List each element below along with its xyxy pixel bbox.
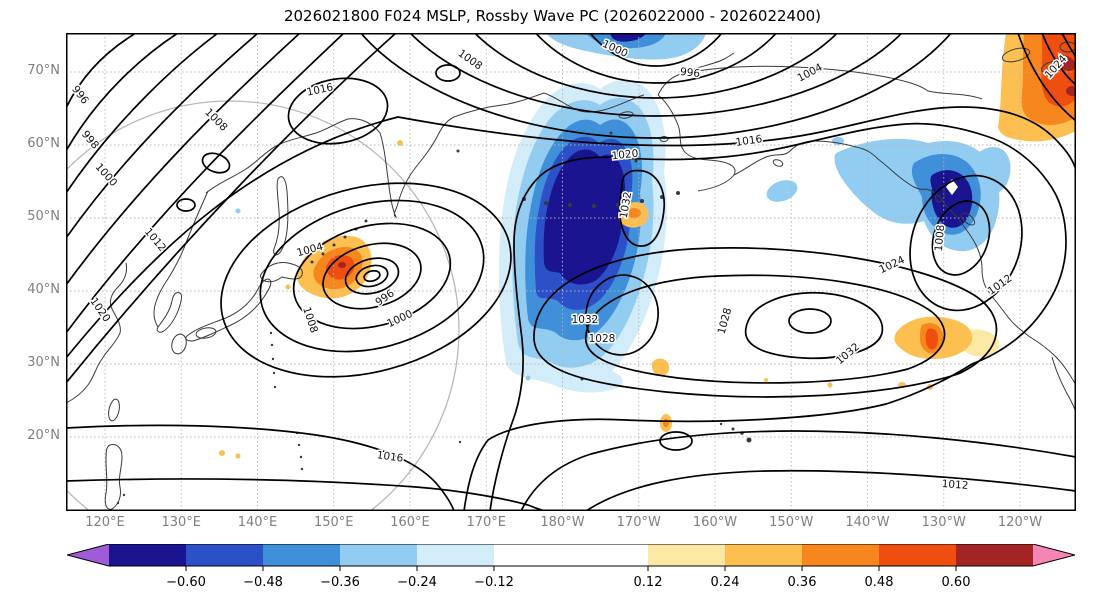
y-tick-label: 70°N bbox=[27, 63, 60, 78]
colorbar-tick-label: −0.12 bbox=[474, 575, 514, 590]
x-tick-label: 180°W bbox=[540, 515, 585, 530]
contour-label: 998 bbox=[79, 128, 101, 151]
x-tick-label: 160°W bbox=[692, 515, 738, 530]
x-tick-label: 120°E bbox=[85, 515, 125, 530]
colorbar-segment bbox=[956, 544, 1033, 566]
colorbar-segment bbox=[494, 544, 648, 566]
colorbar-segment bbox=[340, 544, 417, 566]
contour-label: 1016 bbox=[735, 133, 763, 149]
contour-label: 1008 bbox=[300, 305, 320, 334]
contour-label: 1020 bbox=[87, 296, 112, 325]
contour-label: 1028 bbox=[716, 307, 735, 336]
plot-border bbox=[66, 33, 1076, 511]
y-tick-label: 50°N bbox=[27, 209, 60, 224]
colorbar-segment bbox=[648, 544, 725, 566]
colorbar-arrow bbox=[1033, 544, 1075, 566]
y-tick-label: 30°N bbox=[27, 355, 60, 370]
y-tick-label: 20°N bbox=[27, 428, 60, 443]
colorbar-tick-label: 0.48 bbox=[864, 575, 894, 590]
colorbar-tick-label: 0.36 bbox=[787, 575, 817, 590]
colorbar-tick-label: −0.36 bbox=[320, 575, 360, 590]
contour-label: 1028 bbox=[589, 333, 616, 345]
mslp-contours-layer bbox=[66, 33, 1076, 511]
y-tick-label: 60°N bbox=[27, 136, 60, 151]
x-tick-label: 140°E bbox=[237, 515, 278, 530]
x-tick-label: 170°E bbox=[466, 515, 507, 530]
contour-label: 1032 bbox=[572, 314, 599, 326]
colorbar-segment bbox=[725, 544, 802, 566]
colorbar-segment bbox=[802, 544, 879, 566]
graticule bbox=[66, 33, 1076, 511]
contour-label: 1008 bbox=[933, 224, 947, 252]
colorbar-tick-label: 0.12 bbox=[633, 575, 663, 590]
colorbar-tick-label: 0.24 bbox=[710, 575, 740, 590]
contour-label: 1016 bbox=[306, 81, 335, 98]
colorbar-tick-label: −0.60 bbox=[166, 575, 206, 590]
contour-label: 1012 bbox=[142, 226, 168, 254]
contour-label: 996 bbox=[373, 287, 397, 309]
colorbar-outline bbox=[67, 544, 1075, 567]
colorbar-tick-label: −0.48 bbox=[243, 575, 283, 590]
colorbar-segment bbox=[186, 544, 263, 566]
colorbar-segment bbox=[263, 544, 340, 566]
contour-label: 1004 bbox=[795, 61, 825, 84]
contour-label: 1012 bbox=[941, 478, 969, 492]
chart-title: 2026021800 F024 MSLP, Rossby Wave PC (20… bbox=[283, 7, 822, 25]
range-circle bbox=[66, 100, 460, 511]
contour-label: 996 bbox=[679, 66, 701, 80]
contour-label: 1032 bbox=[834, 341, 862, 367]
colorbar-segment bbox=[417, 544, 494, 566]
x-tick-label: 130°W bbox=[921, 515, 966, 530]
contour-label: 1012 bbox=[986, 272, 1015, 297]
x-tick-label: 170°W bbox=[616, 515, 661, 530]
x-tick-label: 130°E bbox=[161, 515, 202, 530]
y-tick-label: 40°N bbox=[27, 282, 60, 297]
colorbar-segment bbox=[879, 544, 956, 566]
x-tick-label: 150°E bbox=[313, 515, 354, 530]
contour-label: 1000 bbox=[385, 308, 414, 330]
contour-label: 1008 bbox=[456, 47, 485, 72]
colorbar-tick-label: 0.60 bbox=[941, 575, 971, 590]
contour-label: 1008 bbox=[202, 106, 229, 133]
x-tick-label: 160°E bbox=[390, 515, 430, 530]
x-tick-label: 150°W bbox=[769, 515, 814, 530]
contour-label: 1016 bbox=[376, 449, 404, 465]
map-plot: 9969981000100810121020101610049961000100… bbox=[66, 33, 1076, 511]
contour-label: 1024 bbox=[877, 254, 907, 276]
colorbar-arrow bbox=[67, 544, 109, 566]
pc-shading-layer bbox=[219, 33, 1076, 459]
colorbar-segment bbox=[109, 544, 186, 566]
colorbar bbox=[67, 544, 1075, 571]
contour-label: 1020 bbox=[611, 148, 639, 163]
colorbar-tick-label: −0.24 bbox=[397, 575, 437, 590]
x-tick-label: 120°W bbox=[997, 515, 1043, 530]
x-tick-label: 140°W bbox=[845, 515, 890, 530]
